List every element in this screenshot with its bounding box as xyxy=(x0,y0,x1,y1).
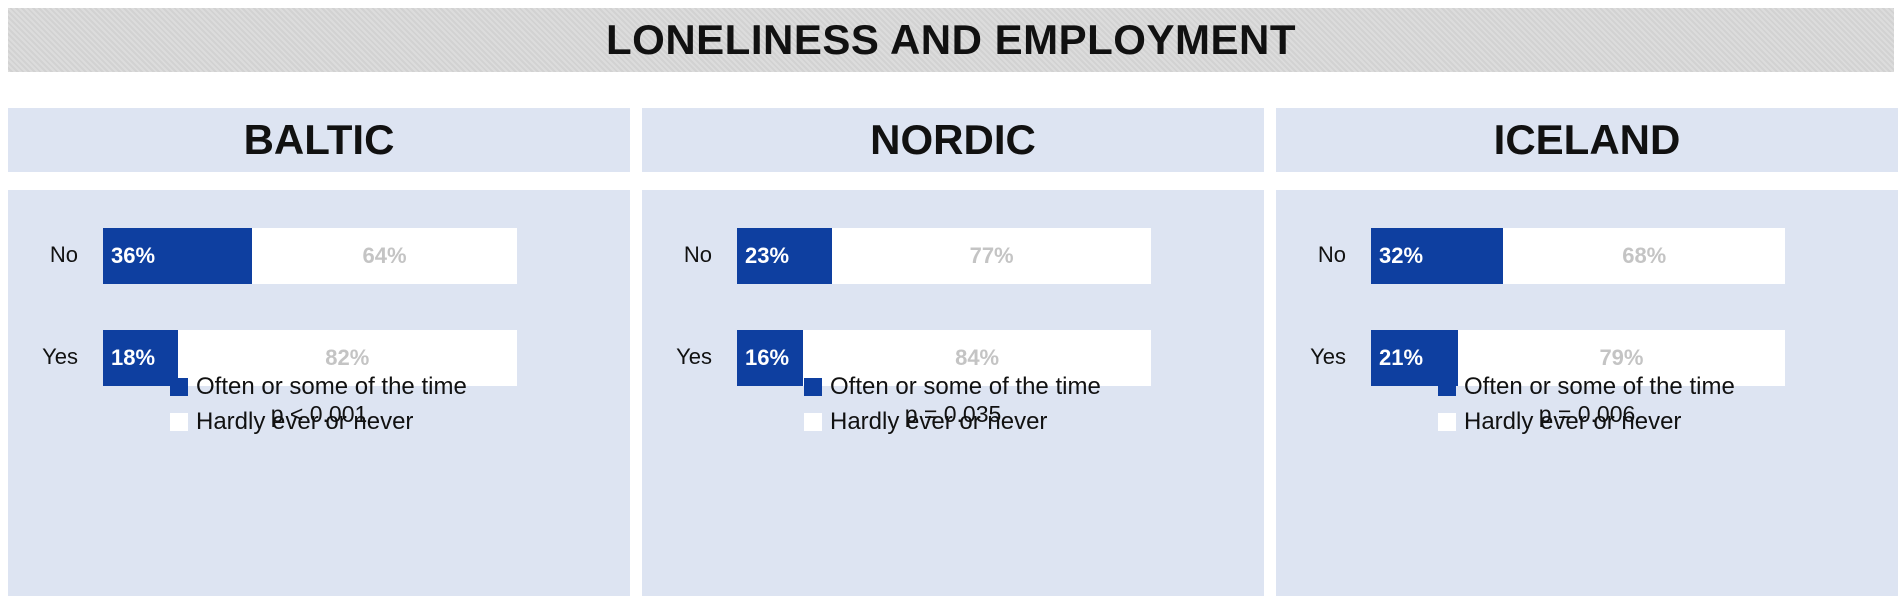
legend-label: Hardly ever or never xyxy=(196,408,414,435)
legend-item-often: Often or some of the time xyxy=(170,373,467,401)
legend-label: Often or some of the time xyxy=(1464,373,1735,400)
data-label-hardly: 64% xyxy=(362,243,407,268)
data-label-often: 36% xyxy=(111,243,156,268)
panel-body-nordic: No 23% 77% Yes 16% 84% p = 0.035 Often or some … xyxy=(642,190,1264,596)
legend-label: Often or some of the time xyxy=(830,373,1101,400)
legend-item-hardly: Hardly ever or never xyxy=(1438,408,1681,436)
data-label-hardly: 82% xyxy=(325,345,370,370)
data-label-often: 18% xyxy=(111,345,156,370)
data-label-hardly: 68% xyxy=(1622,243,1667,268)
bar-segment-often xyxy=(103,330,178,386)
bar-row-no: 32% 68% xyxy=(1371,228,1785,284)
legend-swatch-often xyxy=(1438,378,1456,396)
data-label-often: 16% xyxy=(745,345,790,370)
bar-row-no: 23% 77% xyxy=(737,228,1151,284)
chart-title-bar: LONELINESS AND EMPLOYMENT xyxy=(8,8,1894,72)
data-label-hardly: 79% xyxy=(1599,345,1644,370)
bar-segment-often xyxy=(1371,228,1504,284)
bar-row-yes: 16% 84% xyxy=(737,330,1151,386)
legend-label: Hardly ever or never xyxy=(1464,408,1682,435)
bar-segment-often xyxy=(103,228,253,284)
bar-row-no: 36% 64% xyxy=(103,228,517,284)
category-label: Yes xyxy=(676,344,712,369)
bar-row-yes: 18% 82% xyxy=(103,330,517,386)
bar-row-yes: 21% 79% xyxy=(1371,330,1785,386)
category-label: No xyxy=(683,242,712,267)
bar-segment-hardly xyxy=(832,228,1151,284)
chart-title: LONELINESS AND EMPLOYMENT xyxy=(606,16,1296,63)
bar-segment-often xyxy=(1371,330,1458,386)
data-label-hardly: 77% xyxy=(969,243,1014,268)
panel-body-iceland: No 32% 68% Yes 21% 79% p = 0.006 Often or some … xyxy=(1276,190,1898,596)
panel-header-iceland: ICELAND xyxy=(1276,108,1898,172)
legend-item-often: Often or some of the time xyxy=(1438,373,1735,401)
category-label: No xyxy=(49,242,78,267)
legend-swatch-hardly xyxy=(804,413,822,431)
panel-title: NORDIC xyxy=(870,116,1036,163)
legend-label: Hardly ever or never xyxy=(830,408,1048,435)
data-label-often: 23% xyxy=(745,243,790,268)
panel-header-nordic: NORDIC xyxy=(642,108,1264,172)
legend-swatch-hardly xyxy=(170,413,188,431)
category-label: No xyxy=(1317,242,1346,267)
legend-item-hardly: Hardly ever or never xyxy=(170,408,413,436)
p-value-annotation: p < 0.001 xyxy=(270,401,368,427)
panel-title: BALTIC xyxy=(243,116,395,163)
category-label: Yes xyxy=(42,344,78,369)
legend-swatch-hardly xyxy=(1438,413,1456,431)
bar-segment-hardly xyxy=(177,330,517,386)
bar-segment-often xyxy=(737,330,804,386)
legend-label: Often or some of the time xyxy=(196,373,467,400)
legend-swatch-often xyxy=(804,378,822,396)
bar-segment-hardly xyxy=(252,228,517,284)
data-label-often: 21% xyxy=(1379,345,1424,370)
category-label: Yes xyxy=(1310,344,1346,369)
p-value-annotation: p = 0.035 xyxy=(904,401,1002,427)
bar-segment-hardly xyxy=(1457,330,1785,386)
bar-segment-hardly xyxy=(1503,228,1785,284)
panel-header-baltic: BALTIC xyxy=(8,108,630,172)
panel-body-baltic: No 36% 64% Yes 18% 82% p < 0.001 Often or some … xyxy=(8,190,630,596)
legend-swatch-often xyxy=(170,378,188,396)
legend-item-hardly: Hardly ever or never xyxy=(804,408,1047,436)
bar-segment-often xyxy=(737,228,833,284)
data-label-often: 32% xyxy=(1379,243,1424,268)
bar-segment-hardly xyxy=(803,330,1151,386)
panel-title: ICELAND xyxy=(1493,116,1681,163)
p-value-annotation: p = 0.006 xyxy=(1538,401,1636,427)
legend-item-often: Often or some of the time xyxy=(804,373,1101,401)
data-label-hardly: 84% xyxy=(955,345,1000,370)
